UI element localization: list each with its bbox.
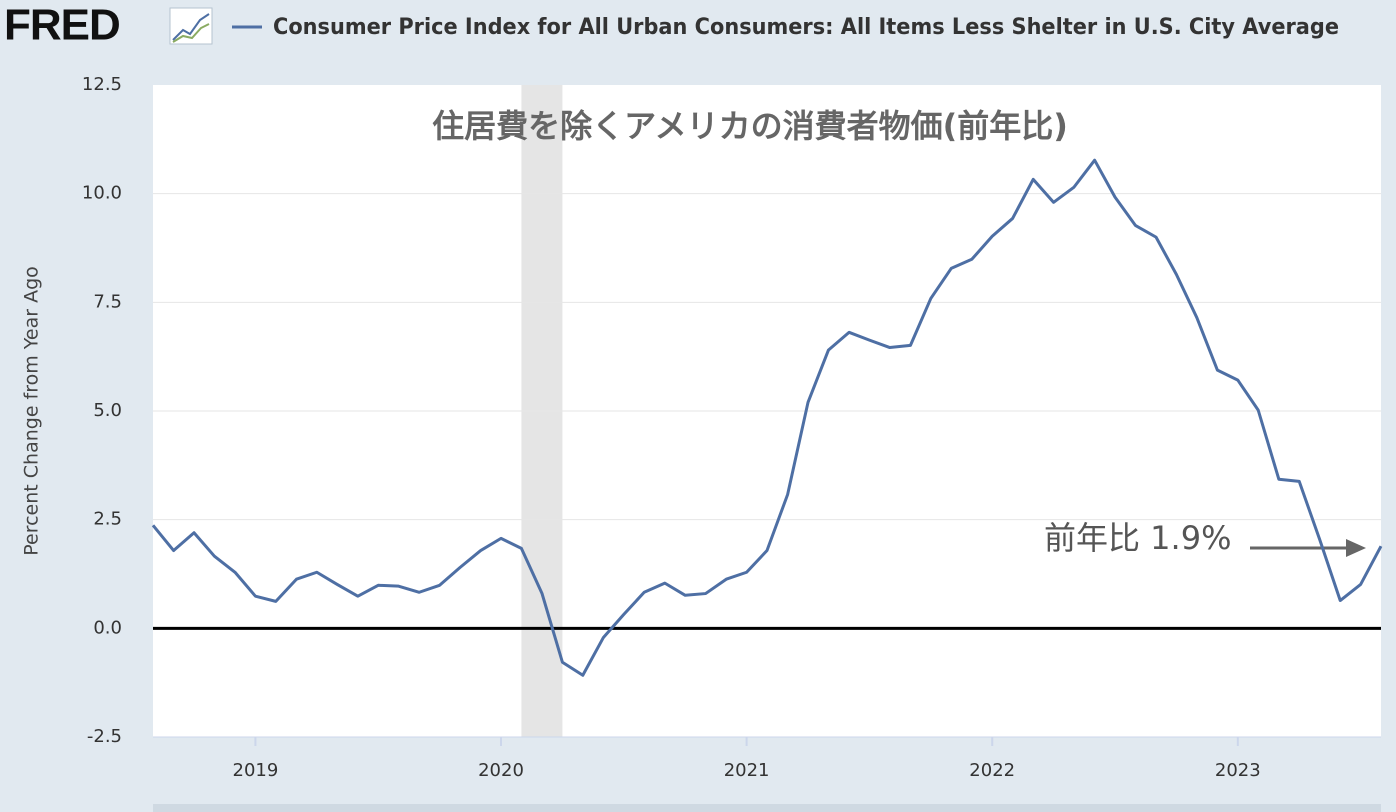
x-tick-label: 2019 [233, 760, 279, 781]
chart-title: 住居費を除くアメリカの消費者物価(前年比) [432, 107, 1068, 145]
x-tick-label: 2022 [969, 760, 1015, 781]
y-tick-label: 0.0 [93, 617, 122, 638]
annotation-arrow [1250, 539, 1366, 557]
x-tick-label: 2020 [478, 760, 524, 781]
y-tick-label: 7.5 [93, 291, 122, 312]
legend-label: Consumer Price Index for All Urban Consu… [273, 15, 1339, 40]
series-line [151, 158, 1383, 677]
scroll-bar [153, 804, 1381, 812]
y-tick-label: 12.5 [82, 74, 122, 95]
y-tick-label: 2.5 [93, 509, 122, 530]
logo-icon [169, 7, 213, 45]
y-tick-label: -2.5 [87, 726, 122, 747]
logo: FRED [4, 1, 120, 50]
y-tick-label: 5.0 [93, 400, 122, 421]
y-tick-label: 10.0 [82, 183, 122, 204]
x-tick-label: 2021 [724, 760, 770, 781]
y-axis-label: Percent Change from Year Ago [21, 266, 43, 556]
annotation: 前年比 1.9% [1044, 519, 1231, 557]
x-tick-label: 2023 [1215, 760, 1261, 781]
